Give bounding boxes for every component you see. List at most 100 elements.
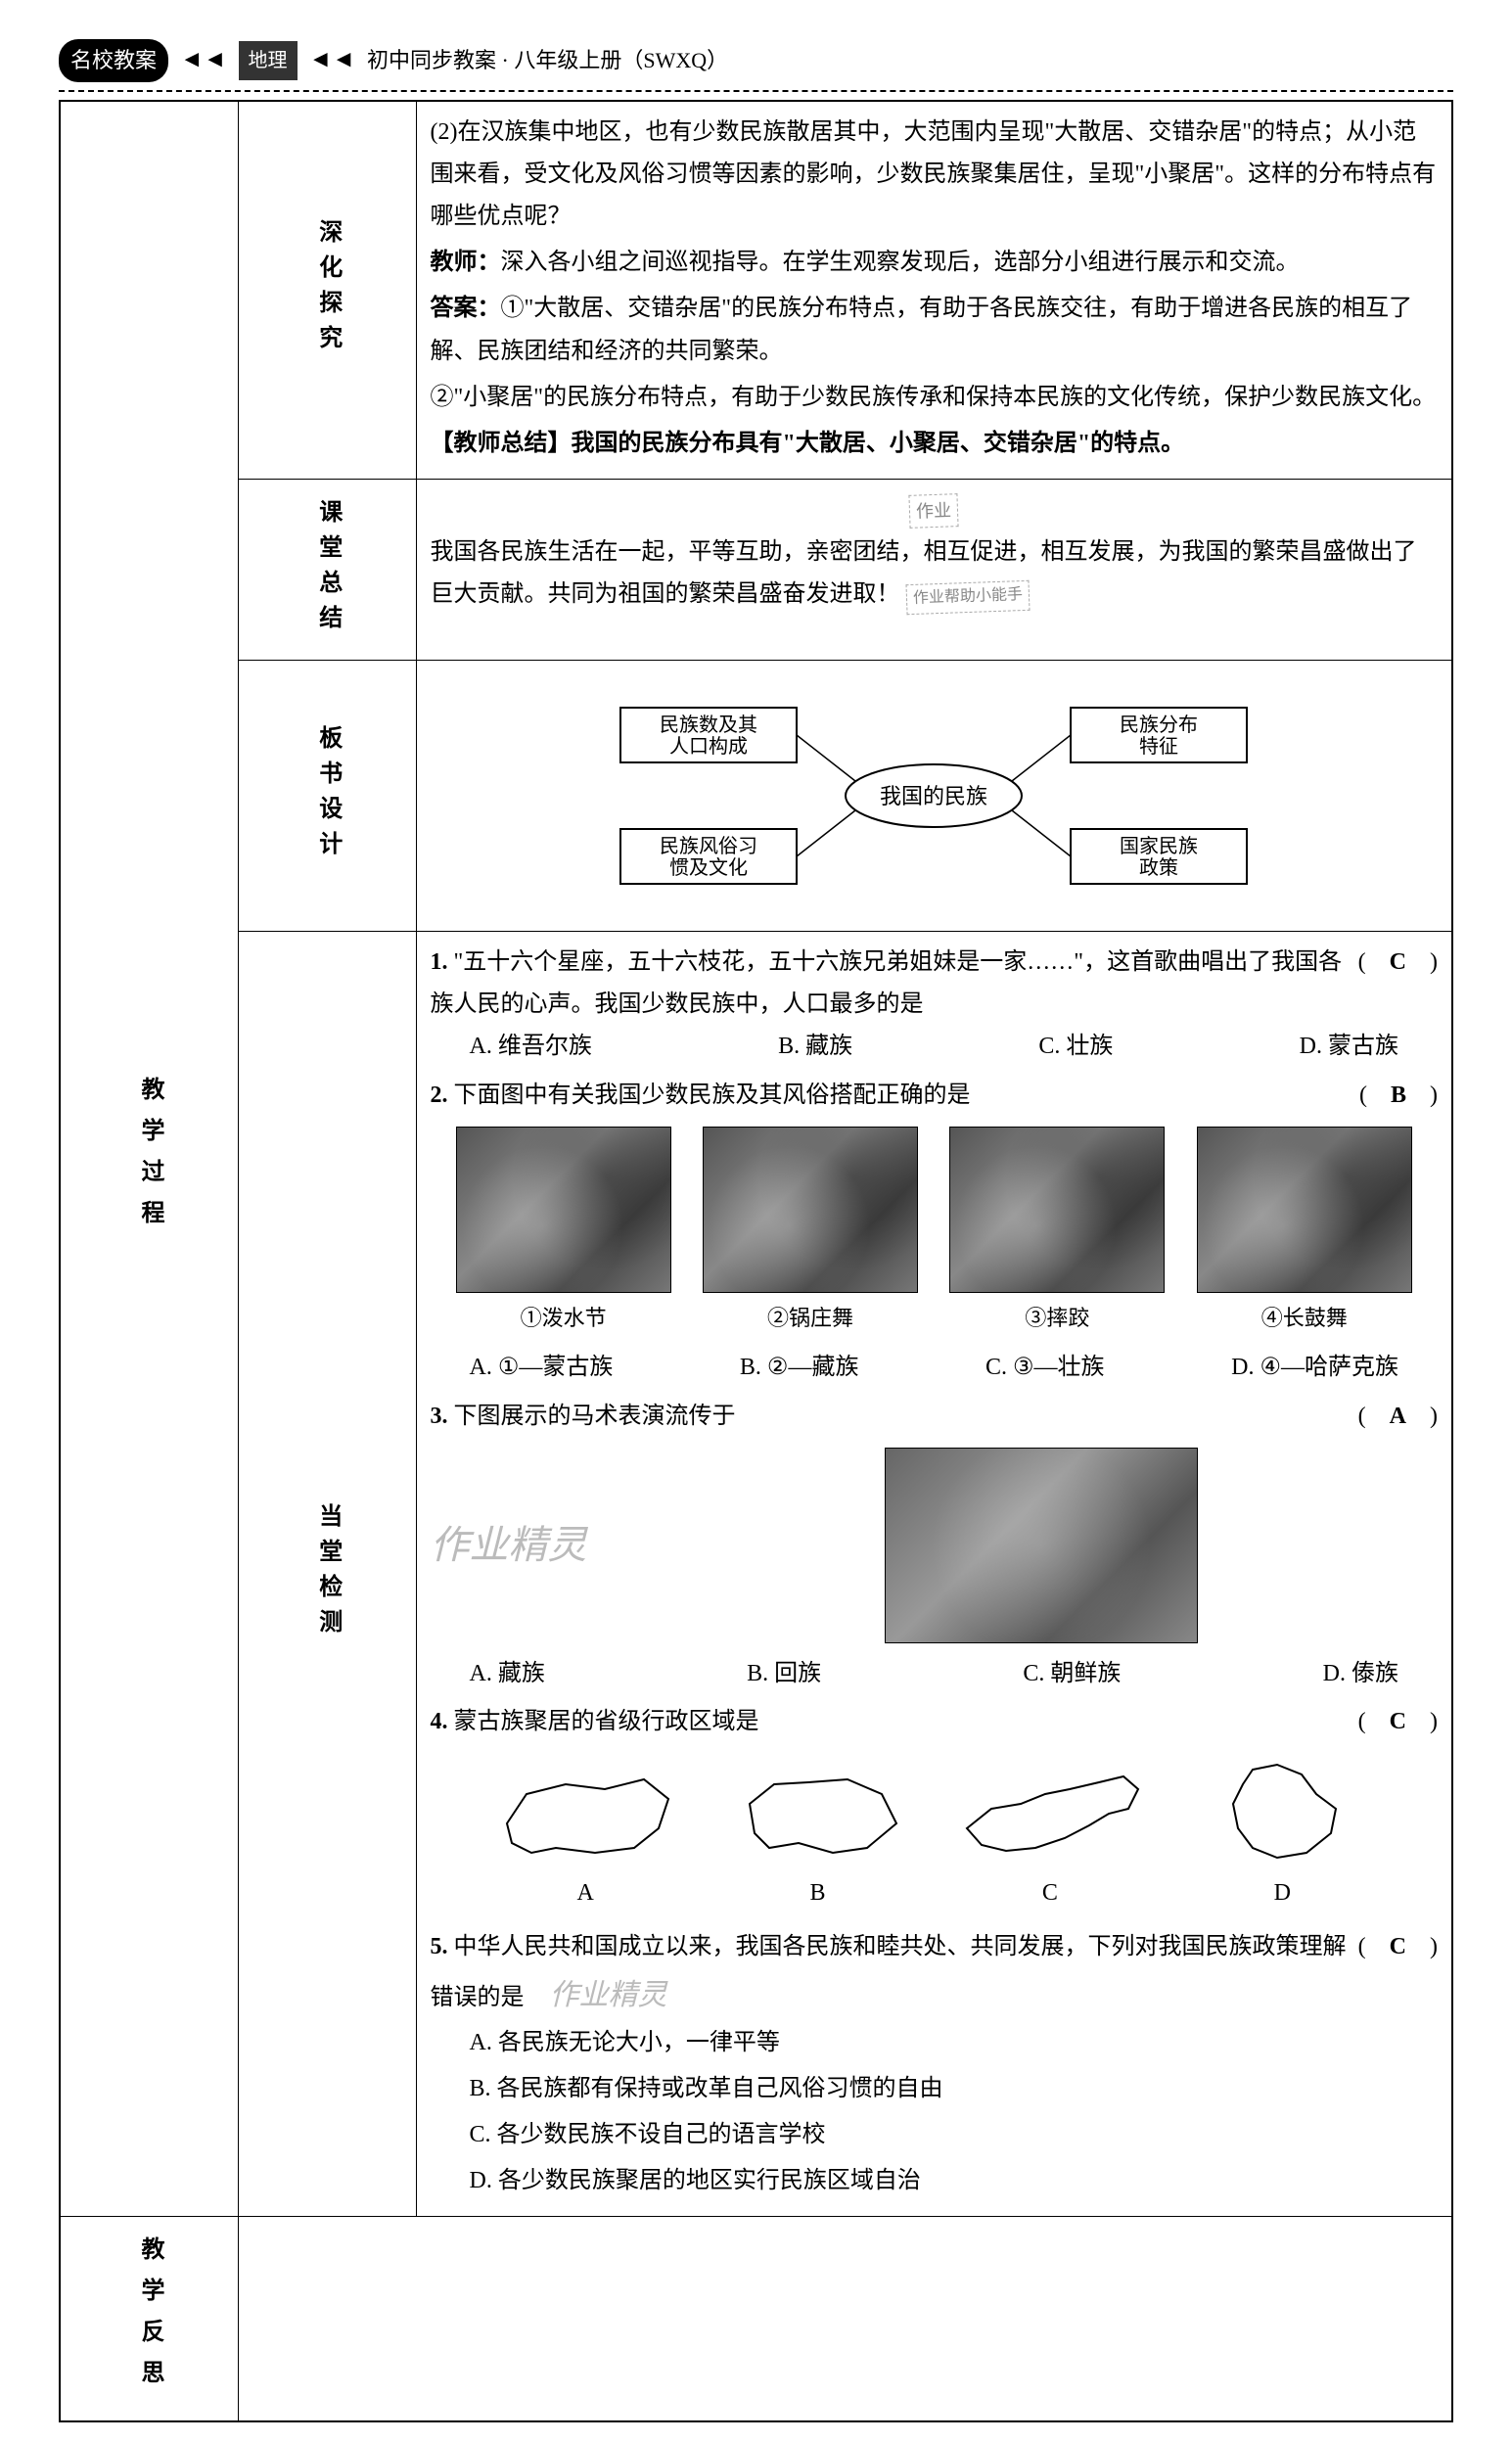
q4-mapC: C <box>952 1755 1148 1914</box>
q5-answer: ( C ) <box>1358 1926 1438 1968</box>
q4-ans-letter: C <box>1390 1709 1406 1734</box>
q4-num: 4. <box>431 1709 448 1734</box>
q2-stem: 2. 下面图中有关我国少数民族及其风俗搭配正确的是 <box>431 1075 1359 1117</box>
province-outline-icon <box>487 1755 683 1872</box>
q1-stem: 1. "五十六个星座，五十六枝花，五十六族兄弟姐妹是一家……"，这首歌曲唱出了我… <box>431 942 1358 1026</box>
q2-images: ①泼水节 ②锅庄舞 ③摔跤 ④长鼓舞 <box>431 1117 1439 1348</box>
q2-img1: ①泼水节 <box>456 1127 671 1338</box>
q4-lc: C <box>952 1872 1148 1914</box>
province-outline-icon <box>952 1755 1148 1872</box>
q5-optD: D. 各少数民族聚居的地区实行民族区域自治 <box>470 2160 1439 2202</box>
horse-show-image-icon <box>885 1448 1198 1643</box>
q4-mapA: A <box>487 1755 683 1914</box>
teacher-text: 深入各小组之间巡视指导。在学生观察发现后，选部分小组进行展示和交流。 <box>501 250 1300 275</box>
header-subject: 地理 <box>239 41 298 80</box>
q5-watermark: 作业精灵 <box>550 1979 667 2011</box>
diagram-center-text: 我国的民族 <box>880 784 987 808</box>
q1-answer: ( C ) <box>1358 942 1438 984</box>
q2-ans-letter: B <box>1391 1083 1406 1108</box>
cs-a: 我国各民族生活在一起，平等互助，亲密团结， <box>431 539 924 565</box>
q4-maps: A B C D <box>431 1743 1439 1926</box>
q1-options: A. 维吾尔族 B. 藏族 C. 壮族 D. 蒙古族 <box>431 1026 1439 1074</box>
deepening-summary: 【教师总结】我国的民族分布具有"大散居、小聚居、交错杂居"的特点。 <box>431 423 1439 465</box>
q3-image-row: 作业精灵 <box>431 1438 1439 1653</box>
q3-answer: ( A ) <box>1358 1396 1438 1438</box>
diagram-b2-l2: 惯及文化 <box>669 856 748 879</box>
q1-optD: D. 蒙古族 <box>1300 1026 1398 1068</box>
q2-img3: ③摔跤 <box>949 1127 1165 1338</box>
deepening-answer-a: 答案：①"大散居、交错杂居"的民族分布特点，有助于各民族交往，有助于增进各民族的… <box>431 288 1439 372</box>
row-label-class-summary: 课堂总结 <box>238 480 416 661</box>
main-lesson-table: 教学过程 深化探究 (2)在汉族集中地区，也有少数民族散居其中，大范围内呈现"大… <box>59 100 1453 2423</box>
q3-optC: C. 朝鲜族 <box>1023 1653 1121 1695</box>
q1-text: "五十六个星座，五十六枝花，五十六族兄弟姐妹是一家……"，这首歌曲唱出了我国各族… <box>431 949 1343 1017</box>
q1-optC: C. 壮族 <box>1038 1026 1113 1068</box>
diagram-b3-l1: 民族分布 <box>1120 714 1198 736</box>
q2-optA: A. ①—蒙古族 <box>470 1347 614 1389</box>
q5-optB: B. 各民族都有保持或改革自己风俗习惯的自由 <box>470 2068 1439 2110</box>
classwork-content: 1. "五十六个星座，五十六枝花，五十六族兄弟姐妹是一家……"，这首歌曲唱出了我… <box>416 932 1452 2217</box>
q5-num: 5. <box>431 1934 448 1959</box>
diagram-b4-l1: 国家民族 <box>1120 835 1198 857</box>
q3-options: A. 藏族 B. 回族 C. 朝鲜族 D. 傣族 <box>431 1653 1439 1701</box>
header-title: 初中同步教案 · 八年级上册（SWXQ） <box>367 41 728 80</box>
row-label-deepening: 深化探究 <box>238 101 416 480</box>
cs-b: 相互促进， <box>924 539 1041 565</box>
q2-text: 下面图中有关我国少数民族及其风俗搭配正确的是 <box>454 1083 971 1108</box>
header-arrows: ◄◄ <box>180 39 227 81</box>
deepening-q: (2)在汉族集中地区，也有少数民族散居其中，大范围内呈现"大散居、交错杂居"的特… <box>431 112 1439 239</box>
q2-optB: B. ②—藏族 <box>740 1347 859 1389</box>
q5-ans-letter: C <box>1390 1934 1406 1959</box>
deepening-answer-b: ②"小聚居"的民族分布特点，有助于少数民族传承和保持本民族的文化传统，保护少数民… <box>431 377 1439 419</box>
q1-optA: A. 维吾尔族 <box>470 1026 592 1068</box>
province-outline-icon <box>1184 1755 1380 1872</box>
q2-stem-row: 2. 下面图中有关我国少数民族及其风俗搭配正确的是 ( B ) <box>431 1075 1439 1117</box>
q4-stem: 4. 蒙古族聚居的省级行政区域是 <box>431 1701 1358 1743</box>
answer-text-a: ①"大散居、交错杂居"的民族分布特点，有助于各民族交往，有助于增进各民族的相互了… <box>431 296 1413 363</box>
board-diagram: 我国的民族 民族数及其 人口构成 民族风俗习 惯及文化 民族分布 特征 国家民族… <box>431 670 1439 921</box>
q4-stem-row: 4. 蒙古族聚居的省级行政区域是 ( C ) <box>431 1701 1439 1743</box>
q4-mapB: B <box>720 1755 916 1914</box>
q2-num: 2. <box>431 1083 448 1108</box>
drum-dance-image-icon <box>1197 1127 1412 1293</box>
q3-text: 下图展示的马术表演流传于 <box>454 1404 736 1429</box>
q2-answer: ( B ) <box>1359 1075 1438 1117</box>
q2-optD: D. ④—哈萨克族 <box>1231 1347 1398 1389</box>
q3-num: 3. <box>431 1404 448 1429</box>
q4-text: 蒙古族聚居的省级行政区域是 <box>454 1709 759 1734</box>
board-design-content: 我国的民族 民族数及其 人口构成 民族风俗习 惯及文化 民族分布 特征 国家民族… <box>416 661 1452 932</box>
q3-optB: B. 回族 <box>747 1653 821 1695</box>
class-summary-content: 作业 我国各民族生活在一起，平等互助，亲密团结，相互促进，相互发展，为我国的繁荣… <box>416 480 1452 661</box>
q4-mapD: D <box>1184 1755 1380 1914</box>
q5-stem: 5. 中华人民共和国成立以来，我国各民族和睦共处、共同发展，下列对我国民族政策理… <box>431 1926 1358 2021</box>
header-badge: 名校教案 <box>59 39 168 82</box>
q3-stem-row: 3. 下图展示的马术表演流传于 ( A ) <box>431 1396 1439 1438</box>
teacher-label: 教师： <box>431 250 501 275</box>
diagram-b4-l2: 政策 <box>1139 856 1178 879</box>
q3-ans-letter: A <box>1390 1404 1406 1429</box>
q2-cap3: ③摔跤 <box>949 1299 1165 1338</box>
q1-num: 1. <box>431 949 448 975</box>
dance-image-icon <box>703 1127 918 1293</box>
festival-image-icon <box>456 1127 671 1293</box>
answer-label: 答案： <box>431 296 501 321</box>
province-outline-icon <box>720 1755 916 1872</box>
stamp-bottom: 作业帮助小能手 <box>905 580 1030 615</box>
q1-ans-letter: C <box>1390 949 1406 975</box>
q2-cap4: ④长鼓舞 <box>1197 1299 1412 1338</box>
q3-stem: 3. 下图展示的马术表演流传于 <box>431 1396 1358 1438</box>
deepening-teacher: 教师：深入各小组之间巡视指导。在学生观察发现后，选部分小组进行展示和交流。 <box>431 242 1439 284</box>
row-label-classwork: 当堂检测 <box>238 932 416 2217</box>
q5-optA: A. 各民族无论大小，一律平等 <box>470 2022 1439 2064</box>
diagram-b3-l2: 特征 <box>1139 735 1178 758</box>
q2-optC: C. ③—壮族 <box>985 1347 1105 1389</box>
q4-lb: B <box>720 1872 916 1914</box>
q3-optA: A. 藏族 <box>470 1653 545 1695</box>
q5-optC: C. 各少数民族不设自己的语言学校 <box>470 2114 1439 2156</box>
diagram-b2-l1: 民族风俗习 <box>660 835 757 857</box>
diagram-b1-l2: 人口构成 <box>669 735 748 758</box>
page-header: 名校教案 ◄◄ 地理 ◄◄ 初中同步教案 · 八年级上册（SWXQ） <box>59 39 1453 92</box>
stamp-icon: 作业 <box>909 493 959 529</box>
row-label-board-design: 板书设计 <box>238 661 416 932</box>
board-diagram-svg: 我国的民族 民族数及其 人口构成 民族风俗习 惯及文化 民族分布 特征 国家民族… <box>581 688 1286 903</box>
